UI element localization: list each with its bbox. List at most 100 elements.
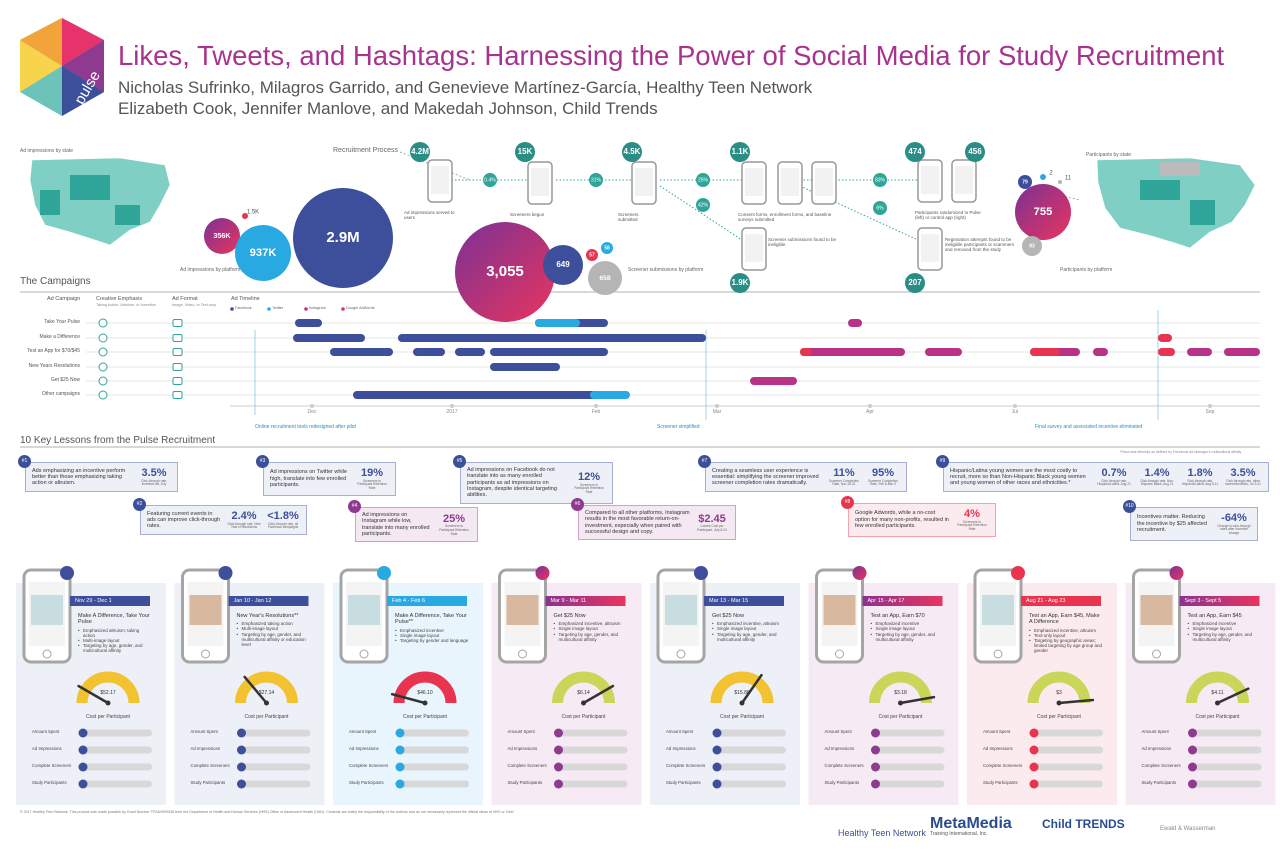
metric-track [238, 729, 311, 737]
month-dot [1013, 404, 1017, 408]
metric-label: Amount Spent [32, 729, 60, 734]
metric-label: Amount Spent [824, 729, 852, 734]
timeline-bar [800, 348, 812, 356]
ad-bullet: • Targeting by age, gender, and multicult… [78, 643, 143, 654]
lesson-stat: 11% Screener Completion Rate, Nov 28-31 [827, 467, 861, 487]
ad-title: Test an App, Earn $45, Make A Difference [1029, 613, 1100, 626]
metric-track [872, 780, 945, 788]
lesson-number: #6 [571, 498, 584, 511]
timeline-bar [925, 348, 962, 356]
section-title: 10 Key Lessons from the Pulse Recruitmen… [20, 435, 216, 446]
stat-note: Lowest Cost per Participant, July 8-24 [697, 524, 727, 532]
stage-value: 1.1K [732, 147, 749, 156]
ad-title: Get $25 Now [553, 613, 586, 619]
ad-title: Get $25 Now [712, 613, 745, 619]
legend-label: Google AdWords [346, 306, 375, 310]
stat-value: 12% [577, 470, 601, 483]
column-header: Creative Emphasis [96, 296, 143, 302]
metric-track [397, 763, 469, 771]
metric-label: Amount Spent [349, 729, 377, 734]
bubble-label: 3,055 [486, 263, 524, 280]
platform-bubble [1022, 236, 1042, 256]
stat-note: Click-through rate, Hispanic/Latina, Aug… [1097, 478, 1131, 487]
campaign-name: Test an App for $70/$45 [27, 348, 80, 354]
metric-label: Ad Impressions [32, 746, 62, 751]
timeline-bar [1030, 348, 1060, 356]
bubble-label: 649 [556, 260, 570, 269]
ad-bullet: • Emphasized incentive, altruism [712, 621, 780, 627]
ad-details: Test an App, Earn $45 • Emphasized incenti… [1188, 613, 1262, 642]
lesson-stat: 12% Screeners to Participant Retention Ra… [572, 471, 606, 495]
month-label: Mar [712, 409, 722, 415]
stat-note: Click-through rate, New Year's Resolutio… [227, 521, 261, 530]
flow-line [659, 185, 743, 241]
month-dot [715, 404, 719, 408]
gauge-value: $3 [1056, 690, 1062, 696]
rate-badge [696, 173, 710, 187]
metric-track [397, 780, 469, 788]
timeline-bar [490, 348, 608, 356]
platform-bubble [1018, 175, 1032, 189]
lesson-stat: 1.4% Click-through rate, Non-Hispanic Bla… [1138, 467, 1176, 487]
title: Likes, Tweets, and Hashtags: Harnessing … [118, 40, 1225, 71]
platform-icon [535, 566, 550, 580]
platform-icon [694, 566, 708, 580]
gauge-needle [1057, 698, 1095, 705]
metric-dot [712, 728, 722, 738]
lesson-number: #8 [841, 496, 854, 509]
lesson-stat: 3.5% Click-through rate, other races/ethn… [1224, 467, 1262, 487]
timeline-bar [353, 391, 606, 399]
metric-label: Complete Screeners [190, 763, 230, 768]
lesson-text: Featuring current events in ads can impr… [147, 510, 221, 530]
metric-dot [237, 728, 246, 738]
stage-caption: Screener submissions found to be ineligi… [768, 237, 837, 248]
stat-note: Change in click-through rates after ince… [1217, 523, 1251, 535]
phone-screen [745, 234, 763, 262]
stage-bubble [730, 273, 750, 293]
ad-details: New Year's Resolutions** • Emphasized taki… [237, 613, 311, 647]
metric-track [397, 729, 469, 737]
timeline-bar [455, 348, 485, 356]
stat-value: $2.45 [698, 512, 726, 525]
rate-value: 0.4% [484, 177, 496, 183]
platform-icon [377, 566, 391, 580]
timeline-note: Final survey and associated incentive el… [1035, 424, 1143, 430]
stat-note: Click-through rate, other races/ethnicit… [1225, 478, 1261, 487]
phone-button [1152, 649, 1161, 659]
metric-track [1189, 746, 1262, 754]
month-dot [868, 404, 872, 408]
lesson-number: #3 [256, 455, 269, 468]
lesson-stat: $2.45 Lowest Cost per Participant, July 8… [695, 513, 729, 533]
stat-value: <1.8% [267, 510, 299, 522]
stat-note: Screener Completion Rate, Feb 8-Mar 4 [868, 478, 898, 487]
bubble-label: 57 [589, 252, 595, 258]
cost-label: Cost per Participant [1037, 714, 1081, 720]
card-header [704, 596, 784, 606]
metric-dot [712, 779, 722, 789]
platform-bubble [601, 242, 613, 254]
bubble-label: 755 [1034, 206, 1053, 218]
metric-track [555, 763, 628, 771]
stage-bubble [965, 142, 985, 162]
metric-label: Amount Spent [507, 729, 535, 734]
metric-track [80, 729, 152, 737]
stat-value: 3.5% [141, 467, 167, 479]
authors: Nicholas Sufrinko, Milagros Garrido, and… [118, 78, 813, 97]
format-icon [172, 363, 183, 371]
gauge-value: $52.17 [100, 690, 116, 696]
stat-note: Click-through rate, Hispanic/Latina, Aug… [1181, 478, 1219, 487]
metric-label: Complete Screeners [1141, 763, 1181, 768]
platform-bubble [1058, 180, 1062, 184]
lesson-card: #4 Ad impressions on Instagram while low,… [348, 500, 478, 543]
metric-label: Study Participants [349, 780, 384, 785]
platform-icon [1011, 566, 1025, 580]
phone-screen [745, 168, 763, 196]
metric-dot [395, 779, 405, 789]
column-subheader: Taking Action, Altruism, or Incentive [96, 303, 156, 307]
phone-screen [635, 168, 653, 196]
metric-dot [1188, 762, 1197, 772]
bubble-label: 658 [599, 275, 611, 282]
metric-label: Amount Spent [1141, 729, 1169, 734]
